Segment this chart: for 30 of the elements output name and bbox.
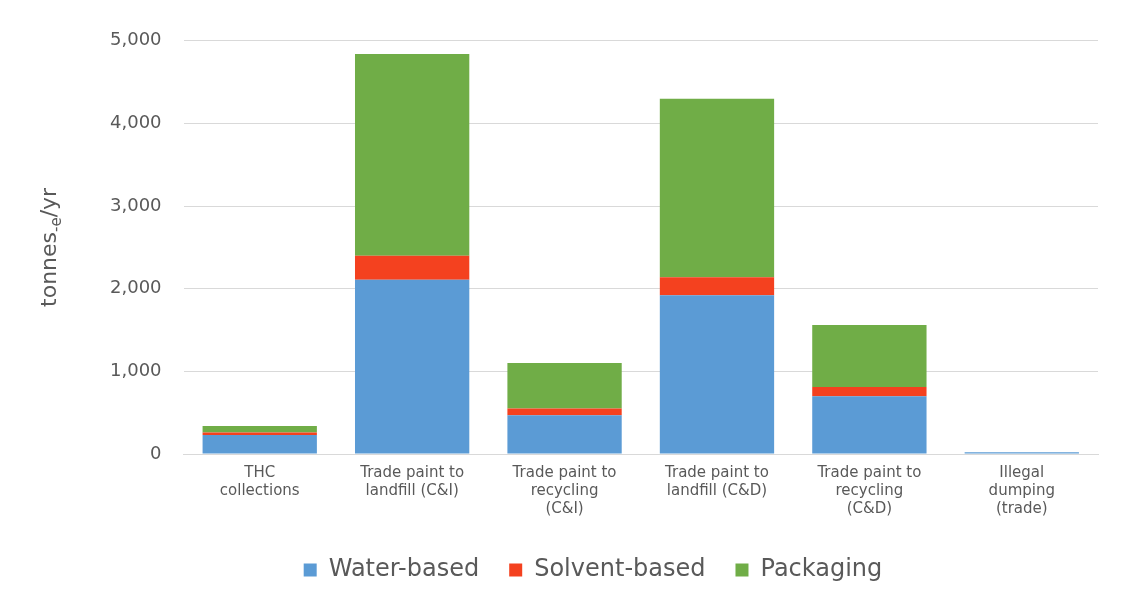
legend-label: Water-based bbox=[328, 554, 480, 583]
bar bbox=[354, 255, 470, 280]
bar bbox=[202, 434, 317, 454]
x-tick-label: Trade paint to recycling (C&I) bbox=[511, 462, 617, 517]
bar bbox=[202, 425, 317, 433]
bar bbox=[812, 396, 927, 454]
x-tick-label: Trade paint to landfill (C&I) bbox=[359, 462, 465, 499]
bar bbox=[354, 54, 470, 256]
bar bbox=[812, 325, 927, 388]
y-tick-label: 2,000 bbox=[110, 276, 162, 298]
y-tick-label: 5,000 bbox=[110, 28, 162, 50]
bar bbox=[507, 363, 622, 409]
bar bbox=[354, 279, 470, 454]
x-tick-label: Trade paint to recycling (C&D) bbox=[816, 462, 922, 517]
bar bbox=[507, 415, 622, 454]
legend-label: Solvent-based bbox=[534, 554, 706, 583]
y-tick-label: 3,000 bbox=[110, 193, 162, 215]
bar bbox=[659, 295, 775, 454]
y-axis-title: tonnes-e/yr bbox=[36, 186, 65, 307]
x-tick-label: Illegal dumping (trade) bbox=[988, 462, 1055, 517]
bar bbox=[507, 408, 622, 416]
y-tick-label: 1,000 bbox=[110, 359, 162, 381]
y-tick-label: 4,000 bbox=[110, 111, 162, 133]
bar bbox=[659, 98, 775, 278]
legend-label: Packaging bbox=[760, 554, 883, 583]
y-tick-label: 0 bbox=[150, 441, 162, 463]
x-tick-label: THC collections bbox=[219, 462, 300, 499]
bar bbox=[812, 387, 927, 397]
bar bbox=[659, 277, 775, 296]
x-tick-label: Trade paint to landfill (C&D) bbox=[664, 462, 769, 499]
